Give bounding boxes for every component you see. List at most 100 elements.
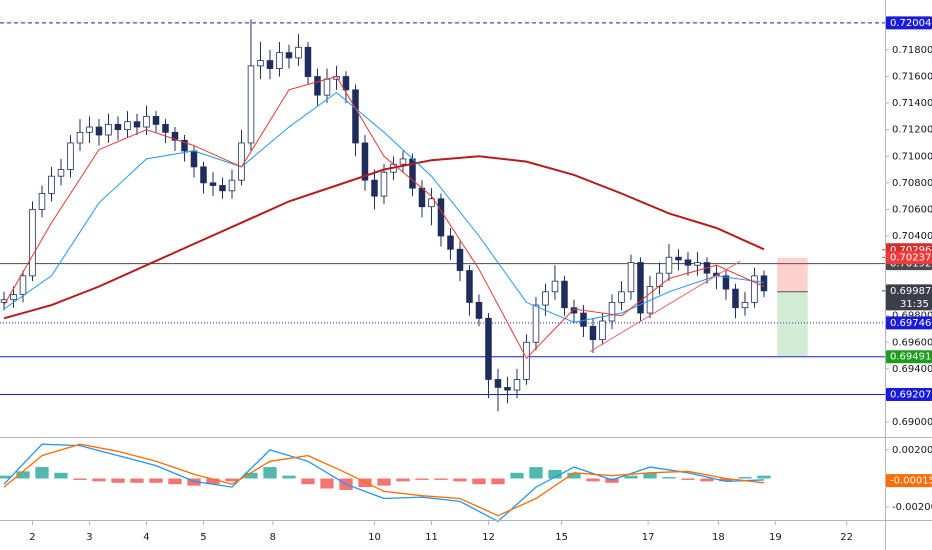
x-tick-label: 19 bbox=[769, 532, 782, 543]
histogram-bar bbox=[377, 478, 391, 486]
candle-body bbox=[551, 280, 559, 293]
price-label-bg bbox=[886, 16, 932, 30]
candle-body bbox=[152, 115, 160, 125]
histogram-bar bbox=[111, 478, 125, 483]
histogram-bar bbox=[624, 475, 638, 479]
stop-zone bbox=[777, 257, 808, 292]
candle-body bbox=[732, 288, 739, 309]
price-label: 0.72004 bbox=[890, 18, 931, 29]
y-tick-label: 0.71200 bbox=[892, 125, 932, 136]
candle-body bbox=[599, 320, 606, 341]
y-tick-label: 0.00200 bbox=[892, 445, 932, 456]
candle-body bbox=[466, 270, 473, 303]
price-label-bg bbox=[886, 316, 932, 330]
candle-body bbox=[399, 158, 407, 165]
candle-body bbox=[380, 171, 388, 197]
candle-body bbox=[228, 179, 236, 192]
histogram-bar bbox=[16, 471, 30, 479]
candle-body bbox=[190, 150, 198, 168]
price-label: 0.70237 bbox=[890, 253, 931, 264]
x-tick-label: 4 bbox=[143, 532, 149, 543]
histogram-bar bbox=[320, 478, 334, 489]
candle-body bbox=[475, 302, 483, 319]
price-label: 0.70296 bbox=[890, 245, 931, 256]
candle-body bbox=[171, 131, 179, 141]
histogram-bar bbox=[719, 478, 733, 482]
price-label-bg bbox=[886, 251, 932, 265]
y-tick-label: -0.00200 bbox=[892, 502, 932, 513]
histogram-bar bbox=[0, 475, 11, 479]
candle-body bbox=[238, 142, 245, 181]
histogram-bar bbox=[168, 478, 182, 485]
histogram-bar bbox=[567, 472, 581, 479]
candle-body bbox=[314, 76, 321, 96]
price-label: 0.69207 bbox=[890, 389, 931, 400]
y-tick-label: 0.70800 bbox=[892, 178, 932, 189]
price-label: -0.00015 bbox=[890, 476, 932, 487]
price-pane bbox=[0, 19, 889, 423]
candle-body bbox=[665, 256, 673, 274]
histogram-bar bbox=[529, 467, 543, 479]
histogram-bar bbox=[130, 478, 144, 483]
x-tick-label: 10 bbox=[368, 532, 381, 543]
histogram-bar bbox=[244, 472, 258, 479]
histogram-bar bbox=[396, 478, 410, 482]
candle-body bbox=[570, 307, 578, 314]
histogram-bar bbox=[491, 478, 505, 485]
candle-body bbox=[57, 169, 65, 177]
y-tick-label: 0.69600 bbox=[892, 337, 932, 348]
candle-body bbox=[247, 65, 255, 144]
histogram-bar bbox=[757, 475, 771, 479]
candle-body bbox=[219, 185, 226, 192]
y-tick-label: 0.71000 bbox=[892, 151, 932, 162]
countdown-label: 31:35 bbox=[900, 299, 929, 310]
x-tick-label: 5 bbox=[200, 532, 206, 543]
candle-body bbox=[532, 304, 540, 343]
candle-body bbox=[124, 121, 131, 131]
histogram-bar bbox=[54, 472, 68, 479]
candle-body bbox=[133, 121, 141, 128]
indicator-line bbox=[3, 155, 765, 320]
candle-body bbox=[181, 139, 188, 152]
price-label: 0.69746 bbox=[890, 318, 931, 329]
x-tick-label: 17 bbox=[642, 532, 655, 543]
y-tick-label: 0.69800 bbox=[892, 311, 932, 322]
histogram-bar bbox=[472, 478, 486, 485]
price-label-bg bbox=[886, 387, 932, 401]
candle-body bbox=[209, 182, 217, 186]
price-label-bg bbox=[886, 350, 932, 364]
y-tick-label: 0.71400 bbox=[892, 98, 932, 109]
candle-body bbox=[342, 76, 350, 91]
candle-body bbox=[67, 142, 74, 170]
candle-body bbox=[257, 60, 264, 67]
y-tick-label: 0.71800 bbox=[892, 45, 932, 56]
histogram-bar bbox=[586, 478, 600, 482]
candle-body bbox=[485, 317, 492, 380]
histogram-bar bbox=[263, 467, 277, 479]
candle-body bbox=[456, 248, 464, 271]
candle-body bbox=[504, 387, 511, 391]
histogram-bar bbox=[206, 478, 220, 485]
candle-body bbox=[751, 275, 758, 303]
y-tick-label: 0.70400 bbox=[892, 231, 932, 242]
candle-body bbox=[684, 259, 692, 266]
candle-body bbox=[143, 115, 150, 128]
candle-body bbox=[760, 275, 768, 292]
histogram-bar bbox=[35, 467, 49, 479]
indicator-line bbox=[3, 443, 765, 523]
indicator-line bbox=[3, 443, 765, 517]
price-label: 0.69987 bbox=[890, 286, 931, 297]
candle-body bbox=[561, 280, 568, 309]
x-tick-label: 2 bbox=[29, 532, 35, 543]
axis-labels: 0.690000.692000.694000.696000.698000.700… bbox=[29, 16, 932, 543]
candle-body bbox=[428, 198, 435, 208]
histogram-bar bbox=[662, 477, 676, 479]
candle-body bbox=[10, 294, 17, 301]
histogram-bar bbox=[301, 478, 315, 485]
histogram-bar bbox=[681, 478, 695, 480]
histogram-bar bbox=[643, 472, 657, 479]
candle-body bbox=[323, 78, 331, 96]
candle-body bbox=[76, 131, 84, 144]
histogram-bar bbox=[149, 478, 163, 483]
